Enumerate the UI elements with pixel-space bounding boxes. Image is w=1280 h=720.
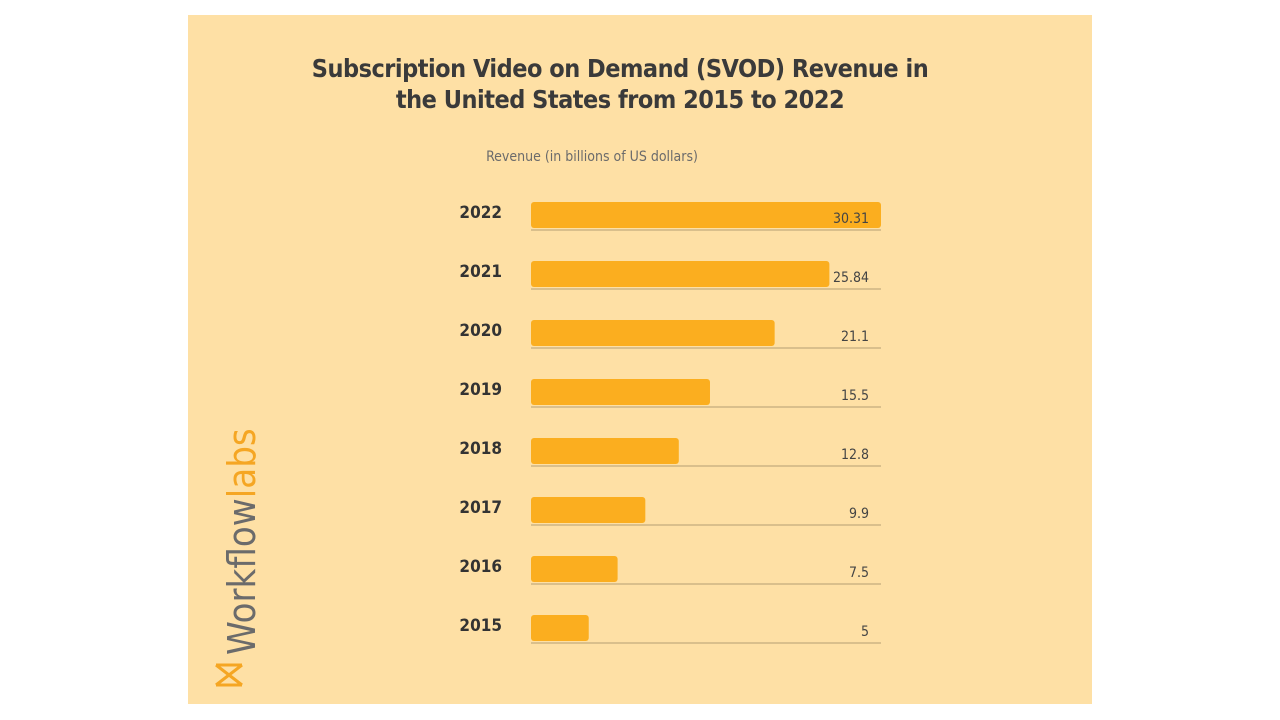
category-label: 2015 <box>459 616 502 636</box>
value-label: 15.5 <box>841 388 869 404</box>
bar <box>531 202 881 228</box>
value-label: 5 <box>861 624 869 640</box>
category-label: 2018 <box>459 439 502 459</box>
category-label: 2019 <box>459 380 502 400</box>
bar <box>531 438 679 464</box>
bar <box>531 556 618 582</box>
chart-title: Subscription Video on Demand (SVOD) Reve… <box>311 54 929 114</box>
bar <box>531 497 646 523</box>
bar <box>531 379 710 405</box>
value-label: 30.31 <box>833 211 869 227</box>
bar <box>531 615 589 641</box>
value-label: 7.5 <box>849 565 869 581</box>
category-label: 2020 <box>459 321 502 341</box>
value-label: 9.9 <box>849 506 869 522</box>
logo: Workflowlabs <box>220 428 264 655</box>
panel <box>188 15 1092 704</box>
value-label: 25.84 <box>833 270 869 286</box>
value-label: 12.8 <box>841 447 869 463</box>
axis-title: Revenue (in billions of US dollars) <box>486 149 698 165</box>
category-label: 2017 <box>459 498 502 518</box>
logo-first: Workflow <box>220 498 264 655</box>
value-label: 21.1 <box>841 329 869 345</box>
logo-icon <box>215 663 243 687</box>
category-label: 2021 <box>459 262 502 282</box>
category-label: 2016 <box>459 557 502 577</box>
bar <box>531 320 775 346</box>
bar <box>531 261 830 287</box>
logo-second: labs <box>220 428 264 498</box>
category-label: 2022 <box>459 203 502 223</box>
